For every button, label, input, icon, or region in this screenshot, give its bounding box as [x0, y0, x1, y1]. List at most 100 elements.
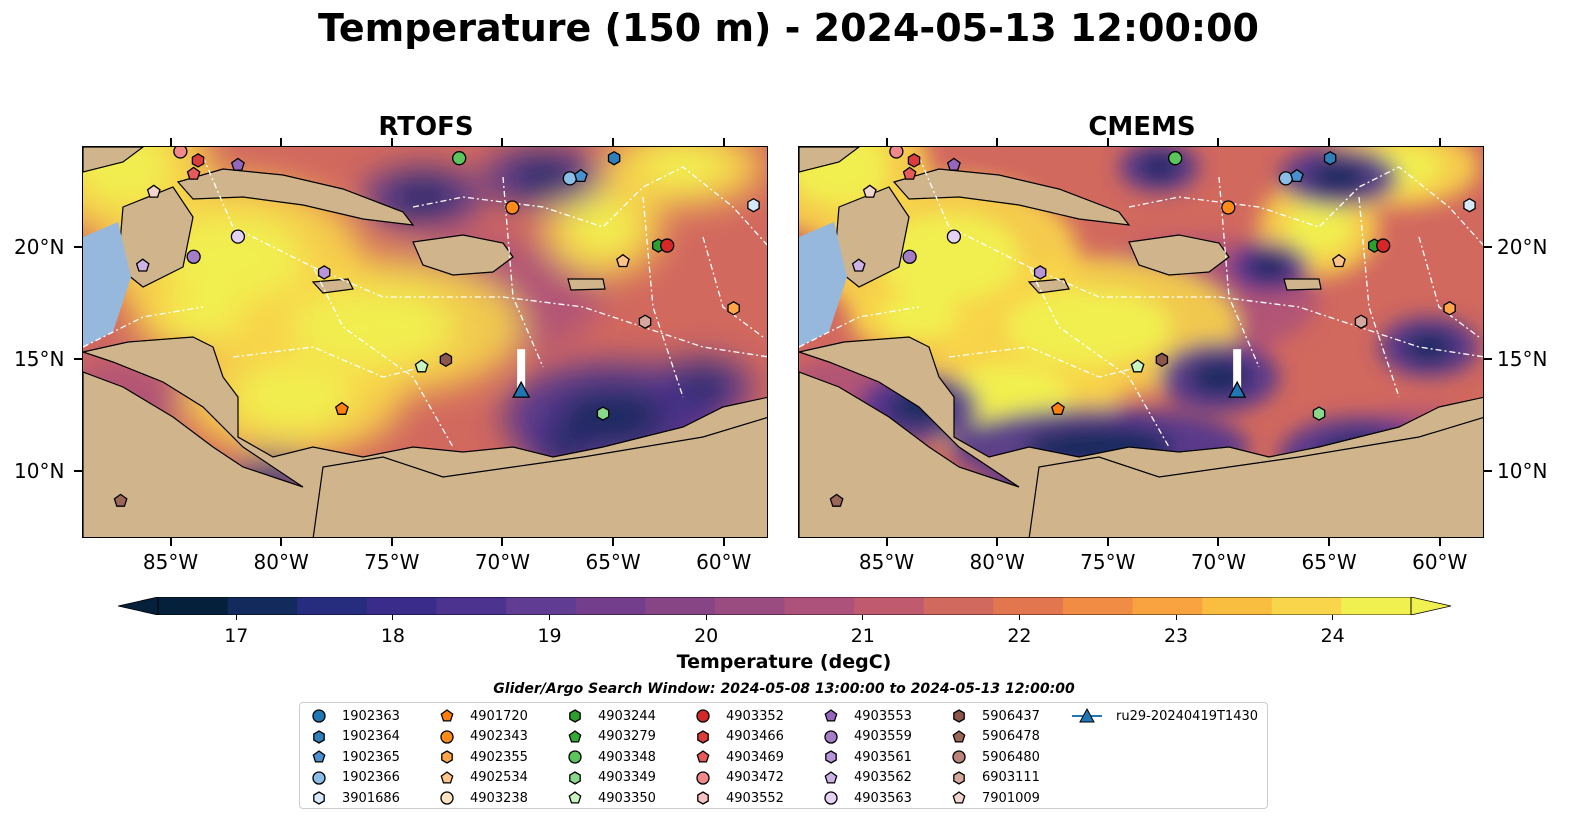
- float-5906437[interactable]: [439, 352, 453, 368]
- tick-mark: [280, 138, 283, 146]
- float-4903561[interactable]: [1033, 265, 1047, 280]
- colorbar-bin: [1062, 597, 1134, 615]
- float-legend-icon: [313, 791, 325, 805]
- legend-marker[interactable]: [312, 750, 326, 763]
- float-4903553[interactable]: [946, 157, 961, 171]
- legend-marker[interactable]: [952, 791, 966, 804]
- float-4903349[interactable]: [1312, 406, 1326, 421]
- legend-marker[interactable]: [568, 729, 582, 743]
- legend-marker[interactable]: [697, 791, 709, 805]
- legend-marker[interactable]: [952, 729, 966, 743]
- legend-marker[interactable]: [313, 791, 325, 805]
- float-legend-icon: [312, 750, 326, 763]
- legend-marker[interactable]: [825, 750, 837, 764]
- lon-tick-label: 85°W: [142, 550, 199, 574]
- tick-mark: [169, 538, 172, 546]
- glider-marker[interactable]: [1228, 380, 1247, 398]
- legend-marker[interactable]: [824, 770, 838, 784]
- legend-marker[interactable]: [313, 729, 325, 744]
- legend-marker[interactable]: [952, 750, 966, 764]
- legend-marker[interactable]: [440, 770, 454, 784]
- legend-marker[interactable]: [697, 729, 709, 744]
- float-1902365[interactable]: [573, 168, 588, 183]
- float-4903348[interactable]: [1168, 151, 1183, 166]
- float-4903348[interactable]: [452, 151, 467, 166]
- tick-mark: [1438, 538, 1441, 546]
- float-1902364[interactable]: [1323, 150, 1337, 166]
- legend-marker[interactable]: [696, 770, 710, 785]
- float-4903562[interactable]: [851, 258, 866, 272]
- float-4903472[interactable]: [889, 147, 904, 159]
- legend-marker[interactable]: [440, 791, 454, 805]
- legend-marker[interactable]: [696, 709, 710, 723]
- legend-item: 6903111: [950, 768, 1040, 788]
- legend-marker[interactable]: [824, 791, 838, 805]
- legend-marker[interactable]: [953, 709, 965, 723]
- float-4902355[interactable]: [1443, 301, 1456, 316]
- float-7901009[interactable]: [862, 184, 877, 198]
- legend-marker[interactable]: [824, 709, 838, 722]
- map-cmems[interactable]: [798, 146, 1484, 538]
- float-4902534[interactable]: [1332, 253, 1346, 268]
- float-4903559[interactable]: [902, 249, 917, 264]
- float-4903352[interactable]: [1376, 238, 1391, 253]
- float-6903111[interactable]: [1354, 314, 1368, 329]
- colorbar-tick-label: 17: [224, 625, 249, 647]
- float-3901686[interactable]: [1463, 197, 1476, 213]
- float-4903466[interactable]: [907, 153, 921, 168]
- legend-marker[interactable]: [312, 709, 326, 723]
- legend-marker[interactable]: [568, 791, 582, 804]
- legend-marker[interactable]: [568, 750, 582, 764]
- float-5906478[interactable]: [113, 493, 128, 507]
- legend-label: 4901720: [470, 708, 528, 724]
- legend-marker[interactable]: [569, 709, 581, 723]
- float-4903559[interactable]: [186, 249, 201, 264]
- float-4903472[interactable]: [173, 147, 188, 159]
- legend-marker[interactable]: [441, 750, 453, 764]
- tick-mark: [280, 538, 283, 546]
- tick-mark: [1018, 615, 1020, 620]
- float-4902343[interactable]: [1221, 200, 1236, 215]
- float-3901686[interactable]: [747, 197, 760, 213]
- float-4903563[interactable]: [230, 229, 246, 244]
- float-4903553[interactable]: [230, 157, 245, 171]
- float-4902343[interactable]: [505, 200, 520, 215]
- float-4903561[interactable]: [317, 265, 331, 280]
- legend-marker[interactable]: [440, 709, 454, 722]
- legend-marker[interactable]: [569, 770, 581, 785]
- float-5906437[interactable]: [1155, 352, 1169, 368]
- legend-marker[interactable]: [312, 770, 326, 785]
- lon-tick-label: 75°W: [364, 550, 420, 574]
- float-4903469[interactable]: [186, 166, 201, 180]
- float-4903349[interactable]: [596, 406, 610, 421]
- map-rtofs[interactable]: [82, 146, 768, 538]
- tick-mark: [885, 538, 888, 546]
- float-7901009[interactable]: [146, 184, 161, 198]
- float-6903111[interactable]: [638, 314, 652, 329]
- legend-label: 4902534: [470, 770, 528, 785]
- float-4903469[interactable]: [902, 166, 917, 180]
- float-4903466[interactable]: [191, 153, 205, 168]
- float-5906478[interactable]: [829, 493, 844, 507]
- legend-marker[interactable]: [696, 750, 710, 763]
- glider-marker[interactable]: [512, 380, 531, 398]
- tick-mark: [549, 615, 551, 620]
- legend-marker[interactable]: [824, 729, 838, 744]
- legend-marker[interactable]: [953, 770, 965, 785]
- legend-marker[interactable]: [440, 729, 454, 744]
- panel-title-cmems: CMEMS: [1088, 112, 1196, 142]
- float-4903350[interactable]: [1130, 359, 1145, 373]
- float-4902355[interactable]: [727, 301, 740, 316]
- float-4903562[interactable]: [135, 258, 150, 272]
- float-4901720[interactable]: [1050, 401, 1065, 415]
- float-4903563[interactable]: [946, 229, 962, 244]
- float-legend-icon: [312, 709, 326, 723]
- float-4901720[interactable]: [334, 401, 349, 415]
- float-4903352[interactable]: [660, 238, 675, 253]
- float-1902365[interactable]: [1289, 168, 1304, 183]
- float-4902534[interactable]: [616, 253, 630, 268]
- float-4903350[interactable]: [414, 359, 429, 373]
- float-1902364[interactable]: [607, 150, 621, 166]
- legend-label: 4903238: [470, 790, 528, 806]
- panel-title-rtofs: RTOFS: [378, 112, 474, 142]
